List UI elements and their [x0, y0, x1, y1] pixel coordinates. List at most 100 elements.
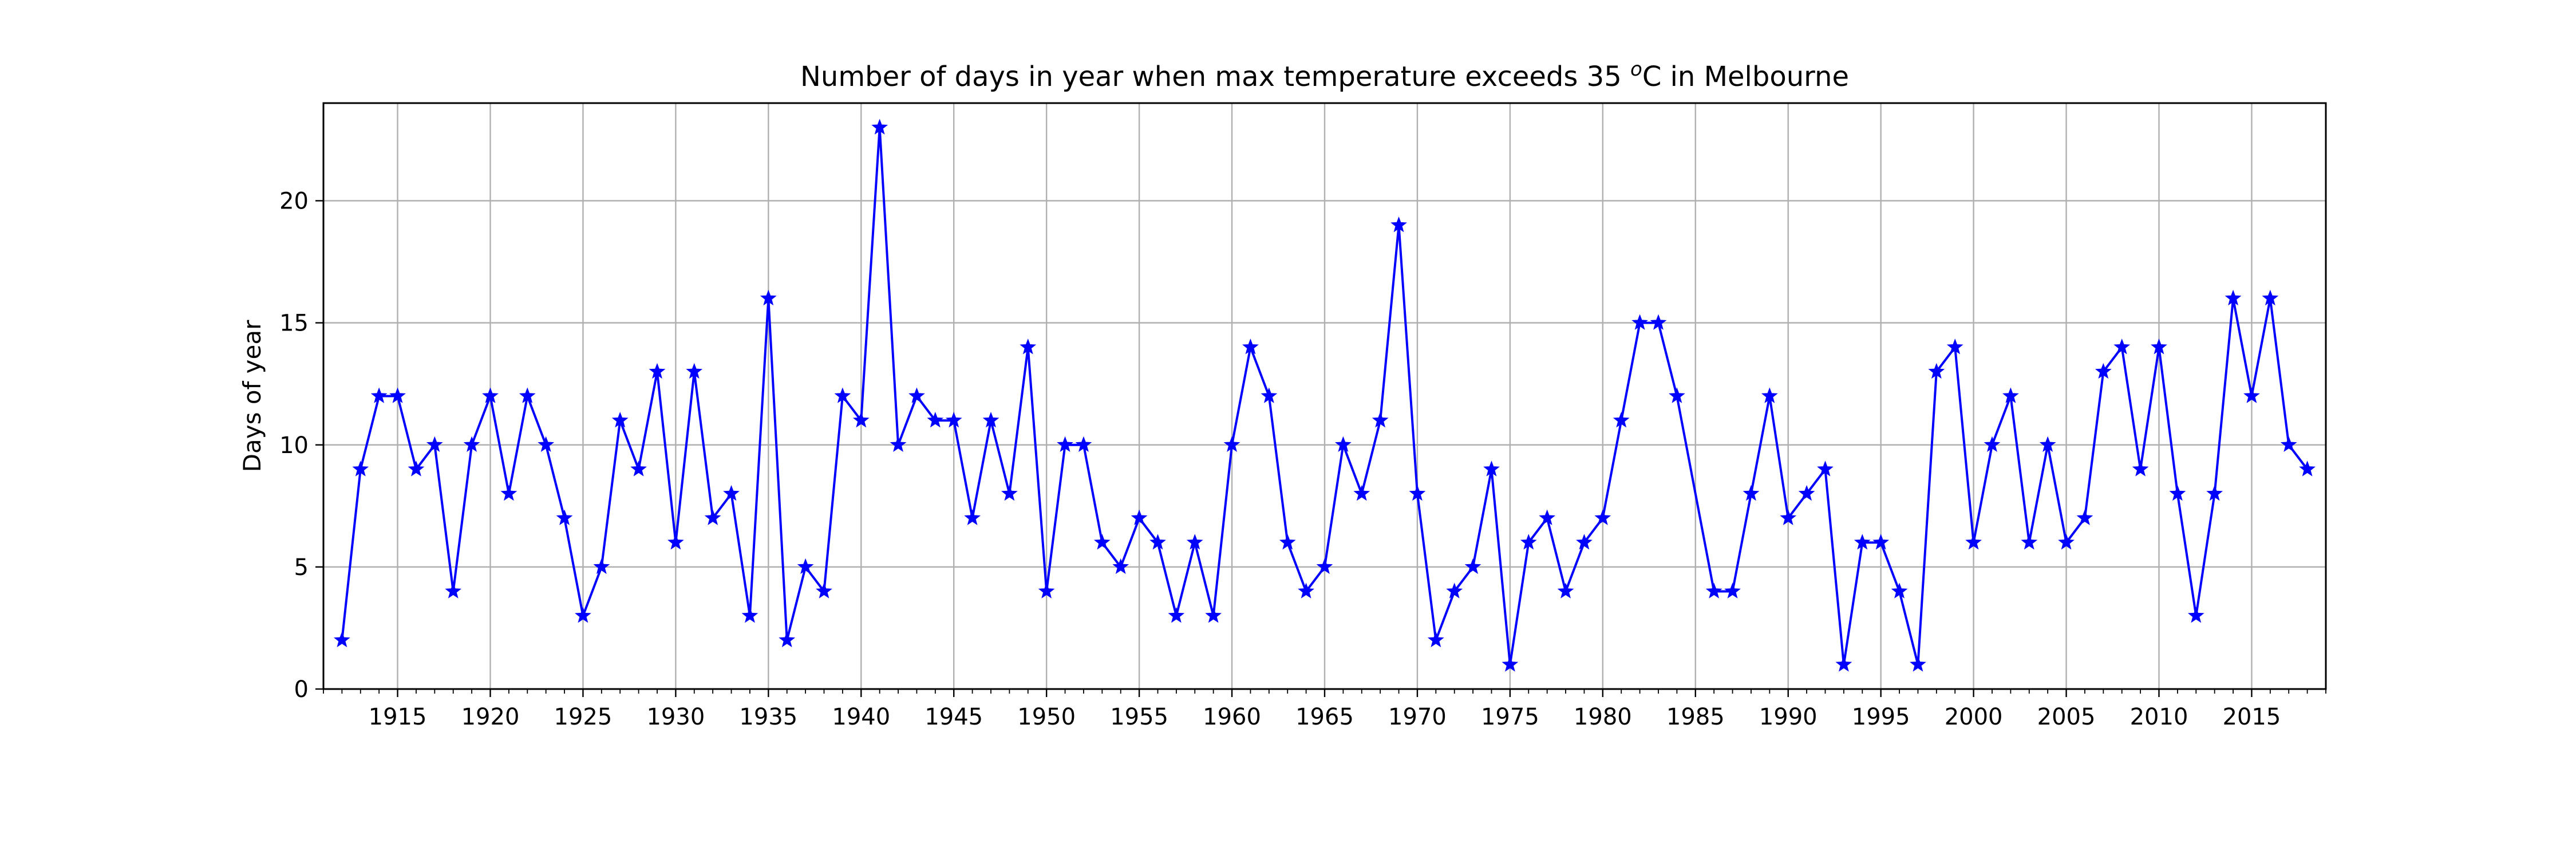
y-tick-label: 10 — [279, 432, 309, 459]
data-point-marker — [1149, 534, 1166, 550]
data-point-marker — [500, 485, 517, 501]
data-point-marker — [1038, 582, 1055, 599]
data-point-marker — [538, 436, 555, 452]
data-point-marker — [1205, 607, 1222, 623]
data-point-marker — [1464, 558, 1481, 574]
data-point-marker — [1093, 534, 1111, 550]
data-point-marker — [1316, 558, 1333, 574]
data-point-marker — [834, 387, 851, 403]
data-point-marker — [1557, 582, 1574, 599]
data-point-marker — [2132, 460, 2149, 477]
data-point-marker — [1483, 460, 1500, 477]
data-point-marker — [1631, 314, 1648, 330]
data-point-marker — [2113, 338, 2131, 355]
data-point-marker — [816, 582, 832, 599]
data-point-marker — [1502, 656, 1519, 672]
x-tick-label: 1935 — [739, 704, 797, 730]
data-point-marker — [575, 607, 591, 623]
y-tick-label: 20 — [279, 188, 309, 215]
x-tick-label: 1985 — [1666, 704, 1725, 730]
data-point-marker — [649, 363, 666, 379]
data-point-marker — [630, 460, 647, 477]
data-point-marker — [1946, 338, 1963, 355]
x-tick-label: 2005 — [2037, 704, 2096, 730]
data-point-marker — [890, 436, 907, 452]
data-point-marker — [1112, 558, 1129, 574]
x-tick-label: 1945 — [924, 704, 983, 730]
x-tick-label: 1915 — [369, 704, 427, 730]
data-point-marker — [2187, 607, 2204, 623]
data-point-marker — [1669, 387, 1685, 403]
data-point-marker — [1186, 534, 1203, 550]
x-tick-label: 1960 — [1203, 704, 1261, 730]
x-tick-label: 2015 — [2223, 704, 2281, 730]
x-tick-label: 2010 — [2130, 704, 2188, 730]
data-point-marker — [2299, 460, 2316, 477]
data-point-marker — [1854, 534, 1871, 550]
data-point-marker — [334, 631, 350, 647]
data-point-marker — [1075, 436, 1092, 452]
data-point-marker — [1705, 582, 1722, 599]
data-point-marker — [1613, 412, 1630, 428]
grid — [323, 103, 2326, 690]
data-point-marker — [1427, 631, 1444, 647]
data-point-marker — [667, 534, 684, 550]
series-line — [341, 126, 2309, 666]
data-point-marker — [1298, 582, 1314, 599]
data-point-marker — [2058, 534, 2075, 550]
y-tick-label: 5 — [294, 554, 309, 581]
x-tick-label: 1940 — [832, 704, 890, 730]
data-point-marker — [1335, 436, 1352, 452]
plot-frame — [322, 102, 2327, 690]
data-point-marker — [1353, 485, 1370, 501]
data-point-marker — [1390, 217, 1407, 233]
data-point-marker — [1594, 509, 1611, 525]
data-point-marker — [741, 607, 758, 623]
data-point-marker — [463, 436, 480, 452]
data-point-marker — [908, 387, 925, 403]
y-tick-label: 0 — [294, 676, 309, 703]
data-point-marker — [1761, 387, 1778, 403]
data-point-marker — [1835, 656, 1852, 672]
data-point-marker — [1001, 485, 1018, 501]
data-point-marker — [2076, 509, 2093, 525]
data-point-marker — [2039, 436, 2056, 452]
data-point-marker — [1057, 436, 1073, 452]
data-point-marker — [945, 412, 962, 428]
data-point-marker — [2002, 387, 2019, 403]
data-point-marker — [1650, 314, 1667, 330]
data-point-marker — [1743, 485, 1760, 501]
data-point-marker — [2169, 485, 2186, 501]
x-tick-label: 1920 — [461, 704, 520, 730]
x-tick-label: 1995 — [1852, 704, 1910, 730]
data-point-marker — [1261, 387, 1278, 403]
data-point-marker — [1223, 436, 1240, 452]
data-point-marker — [408, 460, 425, 477]
data-point-marker — [611, 412, 629, 428]
data-point-marker — [1928, 363, 1945, 379]
axis-ticks: 1915 1920 1925 1930 1935 1940 1945 1950 1955 1960… — [279, 188, 2326, 730]
data-point-marker — [1279, 534, 1296, 550]
data-point-marker — [964, 509, 981, 525]
data-point-marker — [2021, 534, 2038, 550]
data-point-marker — [760, 289, 777, 306]
x-tick-label: 1930 — [646, 704, 705, 730]
x-tick-label: 1975 — [1481, 704, 1539, 730]
data-point-marker — [2206, 485, 2223, 501]
data-point-marker — [852, 412, 870, 428]
data-point-marker — [723, 485, 740, 501]
data-point-marker — [1242, 338, 1259, 355]
x-tick-label: 2000 — [1945, 704, 2003, 730]
data-point-marker — [1020, 338, 1037, 355]
data-point-marker — [1798, 485, 1815, 501]
data-point-marker — [1891, 582, 1908, 599]
data-point-marker — [519, 387, 536, 403]
data-point-marker — [1539, 509, 1556, 525]
data-point-marker — [593, 558, 610, 574]
x-tick-label: 1950 — [1017, 704, 1076, 730]
data-point-marker — [982, 412, 999, 428]
x-tick-label: 1980 — [1574, 704, 1632, 730]
data-point-marker — [2262, 289, 2279, 306]
